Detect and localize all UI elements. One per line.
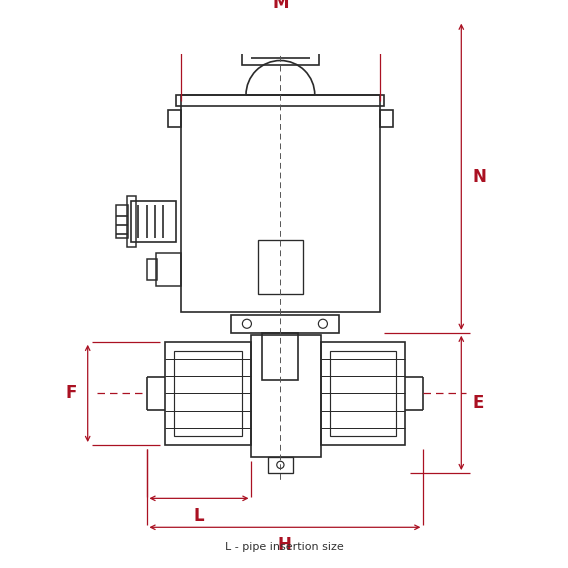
Bar <box>174 351 243 436</box>
Bar <box>321 342 405 445</box>
Bar <box>242 36 319 65</box>
Bar <box>165 342 252 445</box>
Text: F: F <box>65 385 77 402</box>
Bar <box>127 196 136 247</box>
Text: E: E <box>472 394 483 412</box>
Bar <box>116 205 128 238</box>
Bar <box>176 95 385 106</box>
Text: H: H <box>278 536 292 554</box>
Bar <box>131 201 176 242</box>
Text: M: M <box>272 0 289 12</box>
Text: L: L <box>194 507 204 525</box>
Bar <box>262 333 298 380</box>
Bar <box>181 95 380 312</box>
Bar <box>252 335 321 457</box>
Bar <box>147 258 157 281</box>
Bar <box>168 110 181 127</box>
Bar <box>380 110 392 127</box>
Bar <box>330 351 396 436</box>
Bar <box>156 253 181 286</box>
Bar <box>268 457 293 473</box>
Bar <box>258 240 303 294</box>
Bar <box>231 315 339 333</box>
Text: N: N <box>472 168 486 186</box>
Text: L - pipe insertion size: L - pipe insertion size <box>224 542 344 552</box>
